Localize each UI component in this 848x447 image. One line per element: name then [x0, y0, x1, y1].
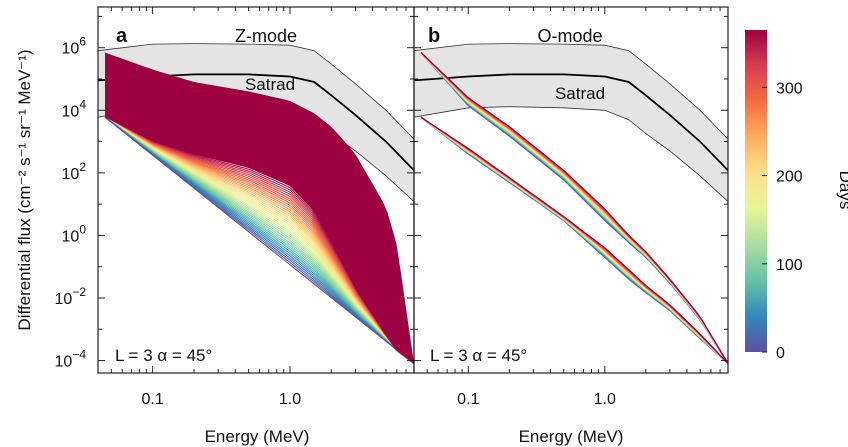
x-tick-label: 1.0 — [279, 391, 301, 408]
panel-a-letter: a — [116, 25, 128, 47]
panel-b-letter: b — [428, 25, 440, 47]
colorbar-tick-label: 100 — [776, 257, 803, 274]
panel-b-plot — [414, 43, 728, 365]
satrad-lower-line — [414, 106, 728, 202]
panel-a-ticks: 0.1 1.0 106 104 102 100 10−2 10−4 — [55, 7, 415, 408]
panel-b-ticks: 0.1 1.0 — [413, 7, 729, 408]
x-axis-label-b: Energy (MeV) — [519, 427, 624, 446]
panel-a: 0.1 1.0 106 104 102 100 10−2 10−4 a Z-mode Satr… — [55, 7, 415, 408]
satrad-median-line — [414, 73, 728, 172]
satrad-median-line — [98, 73, 414, 172]
panel-a-plot — [98, 43, 414, 365]
colorbar-ticks: 0 100 200 300 — [762, 80, 803, 362]
panel-a-satrad-label: Satrad — [245, 75, 295, 94]
colorbar-gradient — [745, 30, 767, 352]
y-tick-label: 102 — [62, 160, 87, 183]
panel-b-annotation: L = 3 α = 45° — [430, 346, 527, 365]
colorbar-tick-label: 300 — [776, 80, 803, 97]
y-tick-label: 10−4 — [55, 348, 87, 371]
colorbar: 0 100 200 300 Days — [745, 30, 848, 362]
panel-b-satrad-label: Satrad — [555, 84, 605, 103]
x-tick-label: 0.1 — [457, 391, 479, 408]
colorbar-label: Days — [836, 171, 848, 210]
x-tick-label: 0.1 — [142, 391, 164, 408]
panel-a-title: Z-mode — [235, 26, 297, 46]
x-axis-label-a: Energy (MeV) — [205, 427, 310, 446]
panel-b-title: O-mode — [537, 26, 602, 46]
panel-b: 0.1 1.0 b O-mode Satrad L = 3 α = 45° — [413, 7, 729, 408]
y-tick-label: 104 — [62, 97, 87, 120]
y-tick-label: 106 — [62, 35, 87, 58]
satrad-upper-line — [414, 43, 728, 140]
o-mode-flux-curve-1 — [420, 52, 728, 364]
satrad-upper-line — [98, 43, 414, 140]
colorbar-tick-label: 0 — [776, 345, 785, 362]
satrad-envelope — [414, 43, 728, 202]
panel-a-annotation: L = 3 α = 45° — [115, 346, 212, 365]
y-tick-label: 100 — [62, 222, 87, 245]
o-mode-flux-curve-2 — [420, 116, 728, 365]
y-tick-label: 10−2 — [55, 285, 87, 308]
colorbar-tick-label: 200 — [776, 169, 803, 186]
panel-b-frame — [413, 6, 729, 374]
daily-flux-curve — [104, 116, 414, 365]
final-flux-band — [105, 52, 414, 364]
x-tick-label: 1.0 — [594, 391, 616, 408]
y-axis-label: Differential flux (cm⁻² s⁻¹ sr⁻¹ MeV⁻¹) — [15, 49, 34, 330]
